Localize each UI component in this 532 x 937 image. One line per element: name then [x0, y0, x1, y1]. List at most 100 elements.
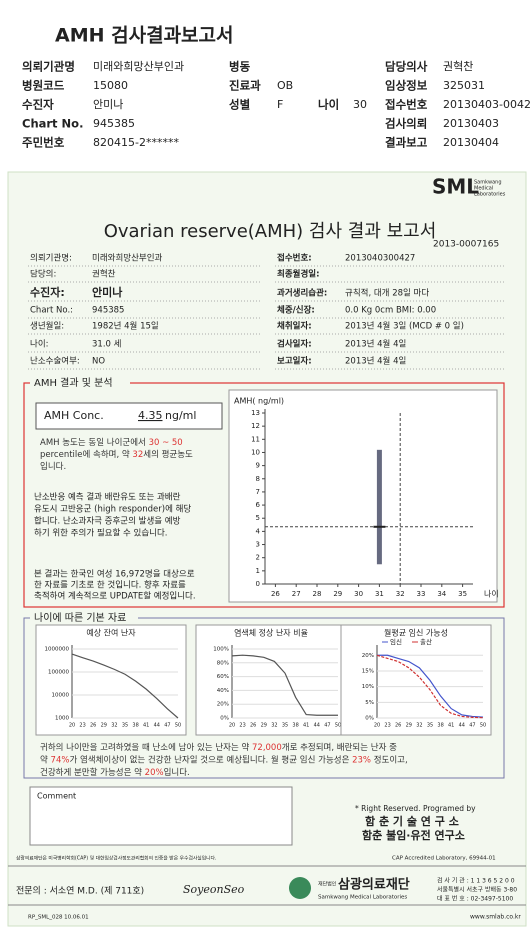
text-segment: 입니다.: [164, 767, 190, 778]
info-label: 나이:: [30, 339, 49, 350]
field-label: 임상정보: [385, 79, 428, 93]
x-tick-label: 32: [396, 590, 405, 598]
mini-chart-title: 염색체 정상 난자 비율: [234, 628, 308, 638]
field-value: 미래와희망산부인과: [93, 60, 184, 73]
title: AMH 검사결과보고서: [55, 25, 234, 47]
y-tick-label: 5: [256, 514, 260, 522]
x-tick-label: 38: [437, 723, 443, 729]
paragraph-line: 귀하의 나이만을 고려하였을 때 난소에 남아 있는 난자는 약 72,000개…: [40, 742, 397, 753]
text-segment: 약: [40, 754, 51, 765]
info-label: 난소수술여부:: [30, 356, 80, 367]
foundation: 삼광의료재단: [338, 877, 410, 893]
field-value: 20130403: [443, 117, 499, 130]
address-line: 서울특별시 서초구 방배동 3-80: [437, 886, 517, 894]
y-tick-label: 10000: [52, 693, 70, 699]
info-value: 2013년 4월 3일 (MCD # 0 일): [345, 321, 464, 332]
x-tick-label: 29: [101, 723, 107, 729]
info-label: 접수번호:: [277, 253, 312, 264]
y-tick-label: 0%: [220, 716, 229, 722]
field-value: 안미나: [93, 98, 123, 111]
text-segment: 30 ~ 50: [149, 438, 183, 448]
x-tick-label: 35: [427, 723, 433, 729]
text-segment: 개로 추정되며, 배란되는 난자 중: [282, 742, 397, 753]
logo-sub: Samkwang: [474, 180, 502, 186]
info-value: 안미나: [92, 285, 122, 299]
text-segment: 입니다.: [40, 461, 66, 472]
x-tick-label: 27: [292, 590, 301, 598]
x-tick-label: 29: [333, 590, 342, 598]
info-label: 보고일자:: [277, 356, 312, 367]
y-tick-label: 1000: [55, 716, 69, 722]
info-label: Chart No.:: [30, 306, 73, 316]
x-tick-label: 29: [261, 723, 267, 729]
x-tick-label: 20: [69, 723, 75, 729]
age-box: [23, 617, 505, 779]
info-value: 1982년 4월 15일: [92, 321, 159, 332]
x-tick-label: 35: [282, 723, 288, 729]
y-axis-label: AMH( ng/ml): [234, 397, 284, 406]
field-value: 945385: [93, 117, 135, 130]
y-tick-label: 0: [256, 580, 260, 588]
x-tick-label: 28: [313, 590, 322, 598]
paragraph-line: 축적하여 계속적으로 UPDATE할 예정입니다.: [34, 591, 196, 602]
legend-label: 출산: [420, 637, 432, 646]
y-tick-label: 13: [251, 409, 260, 417]
field-value: 15080: [93, 79, 128, 92]
field-label: 수진자: [22, 98, 54, 112]
x-tick-label: 20: [229, 723, 235, 729]
info-value: 미래와희망산부인과: [92, 253, 163, 264]
lab-name: 함 춘 기 술 연 구 소: [365, 814, 459, 828]
logo-sub: Medical: [474, 186, 493, 192]
paragraph-line: 입니다.: [40, 461, 66, 472]
field-label: 병원코드: [22, 79, 65, 93]
field-value: 20130403-0042: [443, 98, 531, 111]
section-title: AMH 결과 및 분석: [34, 377, 113, 389]
field-value: 325031: [443, 79, 485, 92]
paragraph-line: 하기 위한 주의가 필요할 수 있습니다.: [34, 528, 168, 539]
text-segment: percentile에 속하며, 약: [40, 449, 132, 460]
section-title-bg: [30, 612, 138, 624]
comment-box: [29, 786, 293, 846]
foundation-logo: [289, 877, 311, 899]
y-tick-label: 10%: [362, 684, 374, 690]
paragraph-line: 약 74%가 염색체이상이 없는 건강한 난자일 것으로 예상됩니다. 월 평균…: [40, 754, 408, 765]
series-line: [71, 653, 179, 719]
report-title: Ovarian reserve(AMH) 검사 결과 보고서: [104, 221, 437, 242]
info-value: 31.0 세: [92, 340, 121, 350]
x-tick-label: 32: [271, 723, 277, 729]
text-segment: 20%: [145, 768, 164, 778]
field-label: 병동: [229, 60, 251, 74]
x-tick-label: 26: [250, 723, 256, 729]
cap-note: CAP Accredited Laboratory, 69944-01: [392, 856, 496, 862]
paragraph-line: AMH 농도는 동일 나이군에서 30 ~ 50: [40, 437, 183, 448]
form-code: RP_SML_028 10.06.01: [28, 915, 89, 921]
x-tick-label: 44: [314, 723, 320, 729]
paragraph-line: 난소반응 예측 결과 배란유도 또는 과배란: [34, 492, 181, 503]
section-title-bg: [30, 377, 130, 389]
conc-unit: ng/ml: [165, 409, 196, 422]
info-label: 수진자:: [30, 285, 65, 299]
field-label: 결과보고: [385, 136, 428, 150]
address-line: 대 표 번 호 : 02-3497-5100: [437, 895, 513, 903]
text-segment: 72,000: [252, 743, 282, 753]
y-tick-label: 9: [256, 462, 260, 470]
field-label: 성별: [229, 98, 250, 112]
y-tick-label: 5%: [365, 700, 374, 706]
text-segment: 가 염색체이상이 없는 건강한 난자일 것으로 예상됩니다. 월 평균 임신 가…: [69, 754, 352, 765]
y-tick-label: 4: [256, 527, 261, 535]
text-segment: 74%: [51, 755, 70, 765]
x-tick-label: 50: [480, 723, 486, 729]
y-tick-label: 100%: [213, 647, 229, 653]
comment-label: Comment: [37, 792, 76, 801]
info-label: 의뢰기관명:: [30, 253, 72, 264]
x-tick-label: 34: [437, 590, 446, 598]
x-tick-label: 32: [416, 723, 422, 729]
y-tick-label: 20%: [217, 702, 229, 708]
y-tick-label: 1000000: [45, 647, 70, 653]
y-tick-label: 6: [256, 501, 261, 509]
foundation-en: Samkwang Medical Laboratories: [318, 895, 407, 901]
x-tick-label: 35: [122, 723, 128, 729]
y-tick-label: 7: [256, 488, 260, 496]
